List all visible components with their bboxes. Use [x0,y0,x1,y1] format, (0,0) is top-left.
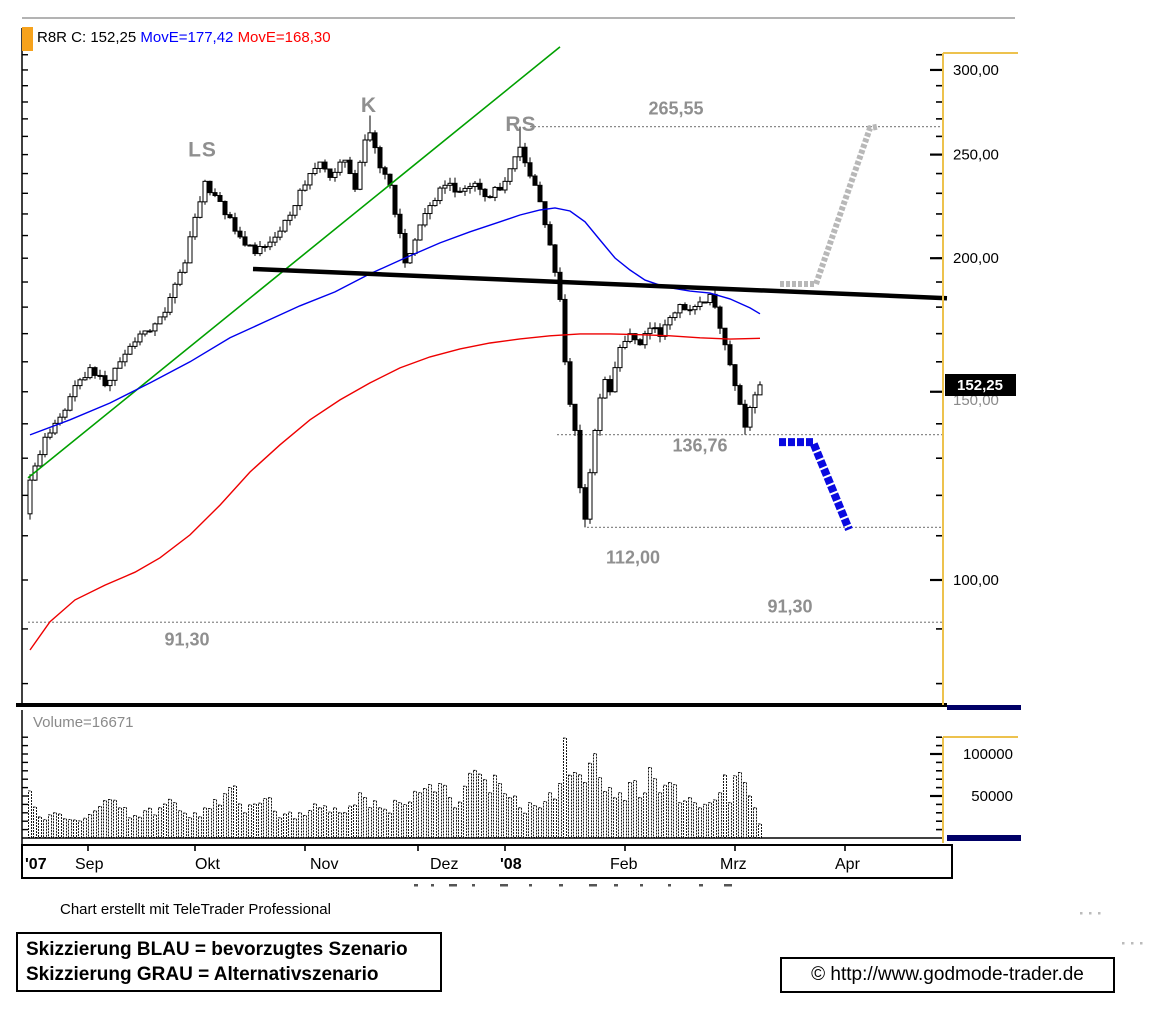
svg-text:'07: '07 [25,856,47,873]
pattern-labels: LS K RS [188,94,536,161]
svg-text:250,00: 250,00 [953,147,999,164]
move-blue-readout: MovE=177,42 [140,29,234,46]
move-red-readout: MovE=168,30 [237,29,331,46]
chart-frame [16,17,1021,879]
copyright-text: © http://www.godmode-trader.de [811,964,1084,985]
overlays [27,46,948,651]
volume-readout: Volume=16671 [33,714,134,731]
volume-axis: 100000 50000 [22,736,1018,843]
svg-text:Sep: Sep [75,856,104,873]
svg-text:152,25: 152,25 [957,377,1003,394]
time-axis: '07 Sep Okt Nov Dez '08 Feb Mrz Apr [25,845,861,873]
legend-line-gray: Skizzierung GRAU = Alternativszenario [26,964,379,985]
artifacts [414,884,1143,945]
svg-text:K: K [361,94,377,117]
svg-text:265,55: 265,55 [648,99,703,119]
svg-text:Mrz: Mrz [720,856,747,873]
svg-text:Okt: Okt [195,856,220,873]
svg-text:150,00: 150,00 [953,392,999,409]
svg-text:50000: 50000 [971,788,1013,805]
candlesticks [27,115,763,528]
svg-text:LS: LS [188,138,217,161]
svg-text:Nov: Nov [310,856,338,873]
svg-text:91,30: 91,30 [767,596,812,616]
svg-text:300,00: 300,00 [953,62,999,79]
svg-text:136,76: 136,76 [672,436,727,456]
svg-text:Dez: Dez [430,856,458,873]
price-levels: 265,55 136,76 112,00 91,30 91,30 [28,99,943,649]
last-price-badge: 152,25 [945,374,1016,396]
svg-text:100,00: 100,00 [953,572,999,589]
svg-text:RS: RS [505,113,536,136]
volume-bars [28,737,762,838]
svg-text:Feb: Feb [610,856,638,873]
svg-text:Apr: Apr [835,856,861,873]
chart-header: R8R C: 152,25 MovE=177,42 MovE=168,30 [37,29,331,46]
svg-text:91,30: 91,30 [164,629,209,649]
credit-line: Chart erstellt mit TeleTrader Profession… [60,901,331,918]
symbol-close-readout: R8R C: 152,25 [37,29,137,46]
svg-text:112,00: 112,00 [606,547,660,567]
legend-line-blue: Skizzierung BLAU = bevorzugtes Szenario [26,939,408,960]
instrument-tab-marker [22,27,33,51]
scenario-legend-box: Skizzierung BLAU = bevorzugtes Szenario … [16,932,442,992]
svg-text:'08: '08 [500,856,522,873]
copyright-box: © http://www.godmode-trader.de [780,957,1115,993]
scenario-sketches [779,123,879,532]
svg-text:200,00: 200,00 [953,250,999,267]
price-axis: 300,00 250,00 200,00 150,00 100,00 [22,52,1018,705]
svg-text:100000: 100000 [963,746,1013,763]
